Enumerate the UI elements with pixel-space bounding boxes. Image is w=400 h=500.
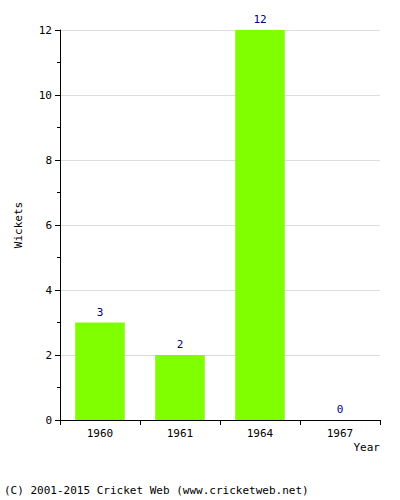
svg-text:(C) 2001-2015 Cricket Web (www: (C) 2001-2015 Cricket Web (www.cricketwe… xyxy=(4,484,309,497)
svg-text:1967: 1967 xyxy=(327,427,354,440)
svg-text:0: 0 xyxy=(45,414,52,427)
svg-text:4: 4 xyxy=(45,284,52,297)
svg-text:1964: 1964 xyxy=(247,427,274,440)
svg-text:12: 12 xyxy=(39,24,52,37)
svg-text:1960: 1960 xyxy=(87,427,114,440)
svg-text:0: 0 xyxy=(337,403,344,416)
svg-text:2: 2 xyxy=(45,349,52,362)
svg-text:3: 3 xyxy=(97,306,104,319)
svg-text:Year: Year xyxy=(354,441,381,454)
svg-text:6: 6 xyxy=(45,219,52,232)
svg-text:8: 8 xyxy=(45,154,52,167)
svg-text:Wickets: Wickets xyxy=(12,202,25,248)
svg-text:12: 12 xyxy=(253,13,266,26)
svg-text:2: 2 xyxy=(177,338,184,351)
svg-text:1961: 1961 xyxy=(167,427,194,440)
svg-text:10: 10 xyxy=(39,89,52,102)
